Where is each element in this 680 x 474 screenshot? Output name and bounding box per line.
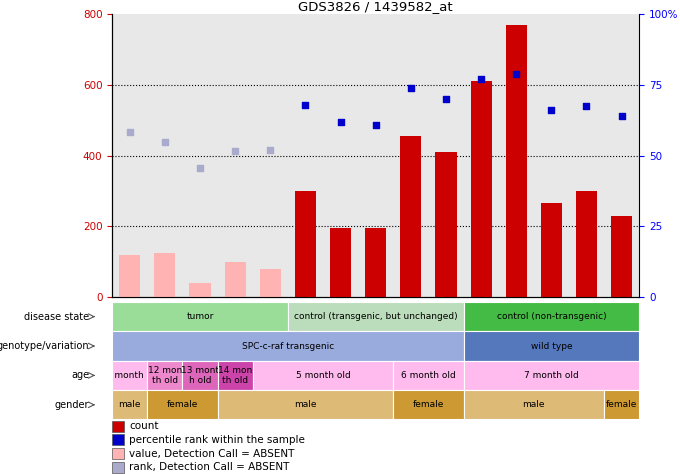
Bar: [190, 283, 211, 297]
Bar: [112, 435, 124, 446]
Text: male: male: [294, 401, 317, 409]
Bar: [260, 269, 281, 297]
Text: control (transgenic, but unchanged): control (transgenic, but unchanged): [294, 312, 458, 321]
Bar: [435, 152, 456, 297]
Text: male: male: [118, 401, 141, 409]
Text: female: female: [606, 401, 637, 409]
Point: [546, 107, 557, 114]
Point: [265, 146, 275, 154]
Point: [475, 75, 486, 83]
Text: value, Detection Call = ABSENT: value, Detection Call = ABSENT: [129, 448, 294, 458]
Text: female: female: [413, 401, 444, 409]
Bar: [401, 136, 422, 297]
Title: GDS3826 / 1439582_at: GDS3826 / 1439582_at: [299, 0, 453, 13]
Point: [441, 95, 452, 103]
Text: SPC-c-raf transgenic: SPC-c-raf transgenic: [242, 342, 334, 350]
Text: percentile rank within the sample: percentile rank within the sample: [129, 435, 305, 445]
Point: [124, 128, 135, 136]
Text: male: male: [522, 401, 545, 409]
Text: 13 mont
h old: 13 mont h old: [181, 366, 219, 385]
Text: rank, Detection Call = ABSENT: rank, Detection Call = ABSENT: [129, 462, 290, 472]
Text: 10 month old: 10 month old: [99, 371, 160, 380]
Text: control (non-transgenic): control (non-transgenic): [496, 312, 606, 321]
Text: genotype/variation: genotype/variation: [0, 341, 89, 351]
Text: 5 month old: 5 month old: [296, 371, 350, 380]
Point: [194, 164, 205, 172]
Point: [405, 84, 416, 91]
Point: [335, 118, 346, 126]
Bar: [112, 421, 124, 432]
Point: [581, 102, 592, 110]
Bar: [506, 25, 527, 297]
Text: 7 month old: 7 month old: [524, 371, 579, 380]
Bar: [224, 262, 245, 297]
Bar: [330, 228, 351, 297]
Bar: [112, 462, 124, 473]
Bar: [576, 191, 597, 297]
Point: [159, 138, 170, 146]
Text: female: female: [167, 401, 198, 409]
Point: [370, 121, 381, 128]
Point: [300, 101, 311, 109]
Point: [511, 70, 522, 77]
Bar: [611, 216, 632, 297]
Text: tumor: tumor: [186, 312, 214, 321]
Point: [230, 148, 241, 155]
Text: 12 mon
th old: 12 mon th old: [148, 366, 182, 385]
Text: gender: gender: [54, 400, 89, 410]
Bar: [112, 448, 124, 459]
Bar: [365, 228, 386, 297]
Point: [616, 112, 627, 120]
Text: 14 mon
th old: 14 mon th old: [218, 366, 252, 385]
Text: disease state: disease state: [24, 311, 89, 322]
Bar: [154, 253, 175, 297]
Bar: [295, 191, 316, 297]
Text: age: age: [71, 370, 89, 381]
Bar: [541, 203, 562, 297]
Bar: [119, 255, 140, 297]
Text: count: count: [129, 421, 158, 431]
Text: wild type: wild type: [530, 342, 572, 350]
Bar: [471, 82, 492, 297]
Text: 6 month old: 6 month old: [401, 371, 456, 380]
